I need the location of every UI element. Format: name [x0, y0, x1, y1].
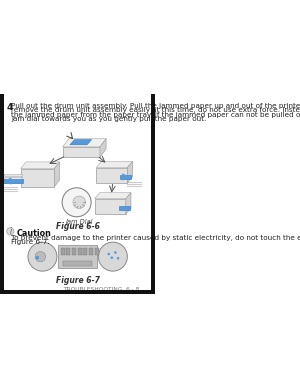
Circle shape	[117, 257, 119, 260]
Circle shape	[62, 188, 91, 217]
Bar	[95, 248, 99, 255]
Polygon shape	[96, 161, 133, 168]
Polygon shape	[128, 161, 133, 183]
Text: TROUBLESHOOTING  6 - 8: TROUBLESHOOTING 6 - 8	[63, 287, 140, 292]
Bar	[4, 177, 22, 180]
Circle shape	[35, 251, 46, 262]
Polygon shape	[96, 168, 128, 183]
Polygon shape	[126, 192, 131, 214]
Text: 4: 4	[6, 103, 13, 112]
Text: Figure 6-7: Figure 6-7	[56, 276, 100, 285]
Bar	[66, 248, 70, 255]
Bar	[0, 94, 4, 294]
Polygon shape	[95, 192, 131, 199]
Bar	[89, 248, 93, 255]
Circle shape	[110, 256, 113, 259]
Circle shape	[98, 242, 128, 271]
Bar	[151, 94, 155, 294]
Circle shape	[28, 242, 57, 271]
Bar	[0, 179, 23, 183]
Polygon shape	[95, 199, 126, 214]
Text: i: i	[9, 227, 11, 236]
Bar	[63, 261, 92, 266]
Text: Pull out the drum unit assembly. Pull the jammed paper up and out of the printer: Pull out the drum unit assembly. Pull th…	[11, 103, 300, 109]
Text: To prevent damage to the printer caused by static electricity, do not touch the : To prevent damage to the printer caused …	[11, 235, 300, 241]
Bar	[78, 248, 82, 255]
Polygon shape	[63, 147, 100, 157]
Polygon shape	[70, 140, 92, 145]
Polygon shape	[100, 139, 106, 157]
Polygon shape	[63, 139, 106, 147]
Bar	[61, 248, 65, 255]
Text: the jammed paper from the paper tray. If the jammed paper can not be pulled out : the jammed paper from the paper tray. If…	[11, 112, 300, 118]
Circle shape	[73, 196, 85, 208]
Bar	[0, 290, 155, 294]
Bar	[118, 206, 130, 210]
Text: Figure 6-6: Figure 6-6	[56, 222, 100, 231]
Bar	[4, 174, 22, 177]
Circle shape	[114, 251, 117, 254]
Text: remove the drum unit assembly easily at this time, do not use extra force. Inste: remove the drum unit assembly easily at …	[11, 107, 300, 113]
Circle shape	[35, 256, 39, 260]
Polygon shape	[54, 162, 59, 187]
Bar	[4, 180, 22, 183]
Text: Caution: Caution	[16, 229, 51, 238]
Circle shape	[107, 253, 110, 255]
Circle shape	[7, 228, 14, 235]
Text: Figure 6-7.: Figure 6-7.	[11, 239, 50, 245]
Polygon shape	[21, 162, 59, 169]
Polygon shape	[21, 169, 54, 187]
Text: jam dial towards you as you gently pull the paper out.: jam dial towards you as you gently pull …	[11, 116, 207, 122]
Bar	[83, 248, 88, 255]
Bar	[58, 245, 97, 268]
Bar	[120, 175, 131, 179]
Bar	[72, 248, 76, 255]
Text: Jam Dial: Jam Dial	[65, 219, 93, 225]
